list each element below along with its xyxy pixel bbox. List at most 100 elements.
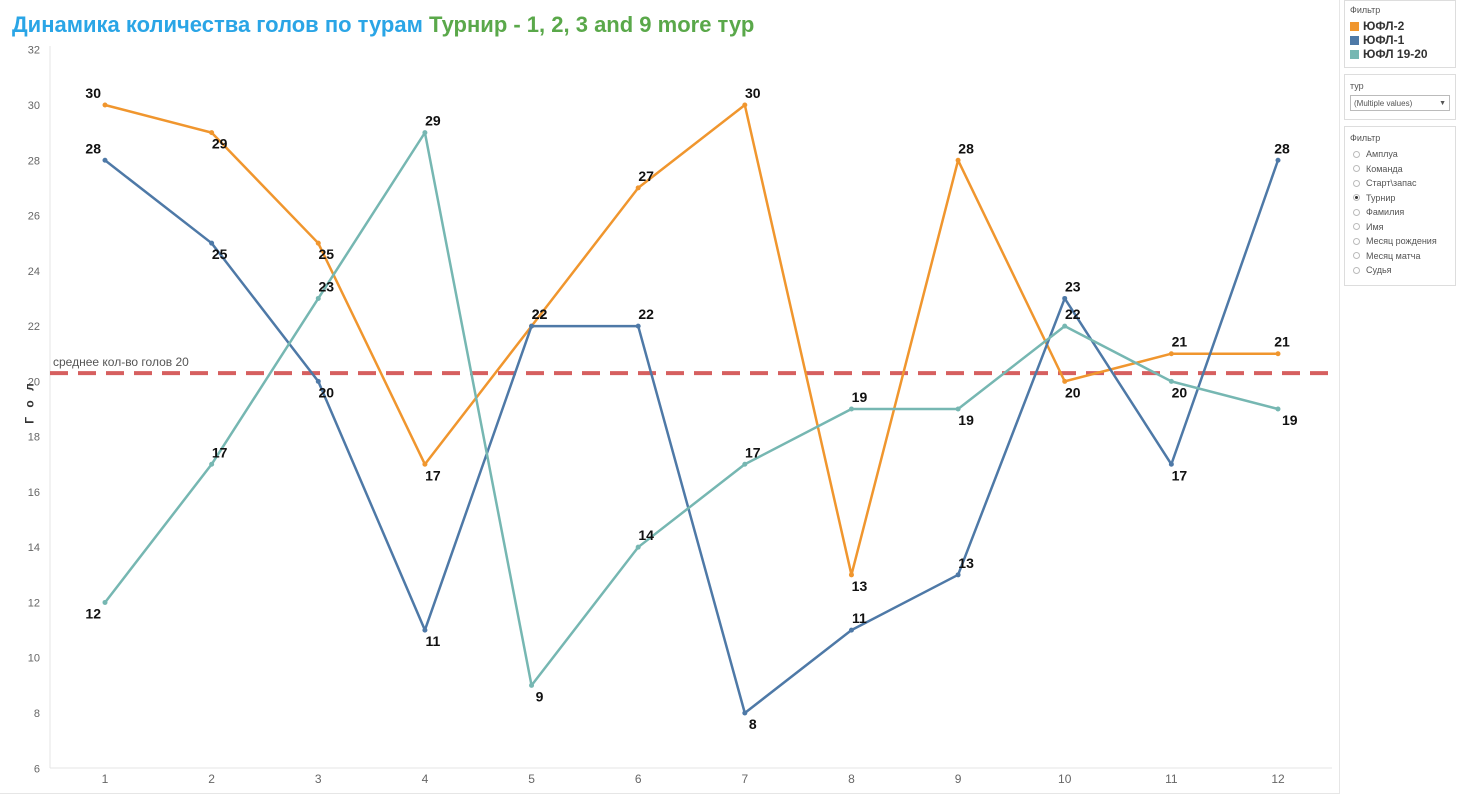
- data-label: 19: [1282, 412, 1298, 428]
- y-tick-label: 26: [28, 211, 40, 223]
- legend-items: ЮФЛ-2 ЮФЛ-1 ЮФЛ 19-20: [1350, 19, 1450, 61]
- param-filter-option[interactable]: Месяц рождения: [1350, 234, 1450, 249]
- y-tick-label: 28: [28, 155, 40, 167]
- param-filter-option[interactable]: Фамилия: [1350, 205, 1450, 220]
- tour-filter-select[interactable]: (Multiple values) ▼: [1350, 95, 1450, 111]
- x-tick-label: 10: [1058, 772, 1072, 786]
- data-label: 23: [1065, 278, 1081, 294]
- radio-button[interactable]: [1353, 150, 1360, 158]
- data-point: [422, 130, 428, 136]
- param-filter-option[interactable]: Старт\запас: [1350, 176, 1450, 191]
- data-label: 22: [1065, 306, 1081, 322]
- param-filter-card: Фильтр Амплуа Команда Старт\запас Турнир Фам…: [1344, 126, 1456, 286]
- legend-item[interactable]: ЮФЛ-1: [1350, 33, 1450, 47]
- data-label: 22: [532, 306, 548, 322]
- data-point: [1168, 378, 1174, 384]
- param-filter-option[interactable]: Месяц матча: [1350, 249, 1450, 264]
- legend-label: ЮФЛ 19-20: [1363, 47, 1428, 61]
- radio-button[interactable]: [1353, 165, 1360, 173]
- x-tick-label: 5: [528, 772, 535, 786]
- series-line: [104, 159, 1280, 715]
- data-label: 11: [852, 610, 867, 626]
- data-point: [102, 157, 108, 163]
- radio-button[interactable]: [1353, 208, 1360, 216]
- data-label: 25: [212, 246, 228, 262]
- data-label: 21: [1172, 334, 1188, 350]
- radio-button[interactable]: [1353, 179, 1360, 187]
- param-filter-option[interactable]: Команда: [1350, 162, 1450, 177]
- radio-button[interactable]: [1353, 237, 1360, 245]
- data-label: 17: [1172, 467, 1188, 483]
- data-label: 19: [852, 389, 868, 405]
- param-filter-option-label: Турнир: [1366, 192, 1396, 203]
- data-label: 20: [1065, 384, 1081, 400]
- y-tick-label: 12: [28, 597, 40, 609]
- radio-button[interactable]: [1353, 223, 1360, 231]
- param-filter-option-label: Месяц рождения: [1366, 236, 1437, 247]
- radio-button[interactable]: [1353, 266, 1360, 274]
- data-point: [102, 102, 108, 108]
- data-point: [422, 627, 428, 633]
- data-label: 20: [318, 384, 334, 400]
- x-tick-label: 11: [1165, 772, 1178, 786]
- data-point: [209, 240, 215, 246]
- data-point: [848, 406, 854, 412]
- data-point: [848, 572, 854, 578]
- x-tick-label: 8: [848, 772, 855, 786]
- radio-button[interactable]: [1353, 252, 1360, 260]
- data-point: [955, 157, 961, 163]
- y-tick-label: 30: [28, 100, 40, 112]
- data-point: [209, 461, 215, 467]
- data-point: [315, 240, 321, 246]
- series-line: [104, 103, 1278, 577]
- y-tick-label: 20: [28, 376, 40, 388]
- data-point: [955, 406, 961, 412]
- param-filter-options: Амплуа Команда Старт\запас Турнир Фамилия Имя…: [1350, 147, 1450, 278]
- data-point: [1062, 323, 1068, 329]
- data-point: [1062, 378, 1068, 384]
- data-label: 28: [958, 140, 974, 156]
- param-filter-option[interactable]: Амплуа: [1350, 147, 1450, 162]
- param-filter-option[interactable]: Турнир: [1350, 191, 1450, 206]
- param-filter-option[interactable]: Судья: [1350, 263, 1450, 278]
- legend-item[interactable]: ЮФЛ-2: [1350, 19, 1450, 33]
- legend-swatch: [1350, 49, 1359, 59]
- y-tick-label: 6: [34, 763, 40, 775]
- y-tick-label: 16: [28, 487, 40, 499]
- y-tick-label: 24: [28, 266, 40, 278]
- data-label: 28: [85, 140, 101, 156]
- x-tick-label: 2: [208, 772, 215, 786]
- legend-swatch: [1350, 35, 1359, 45]
- data-label: 9: [536, 688, 544, 704]
- legend-title: Фильтр: [1350, 5, 1381, 15]
- x-tick-label: 7: [741, 772, 748, 786]
- y-tick-label: 8: [34, 708, 40, 720]
- x-tick-label: 3: [315, 772, 322, 786]
- data-label: 30: [85, 85, 101, 101]
- param-filter-option-label: Амплуа: [1366, 149, 1398, 160]
- chart-panel: Динамика количества голов по турам Турни…: [0, 0, 1340, 794]
- data-point: [955, 572, 961, 578]
- data-label: 29: [425, 113, 441, 129]
- data-label: 27: [638, 168, 654, 184]
- data-point: [848, 627, 854, 633]
- data-label: 19: [958, 412, 974, 428]
- data-point: [1275, 406, 1281, 412]
- data-label: 29: [212, 136, 228, 152]
- data-label: 25: [318, 246, 334, 262]
- y-tick-label: 22: [28, 321, 40, 333]
- radio-button[interactable]: [1353, 194, 1360, 202]
- legend-item[interactable]: ЮФЛ 19-20: [1350, 47, 1450, 61]
- legend-card: Фильтр ЮФЛ-2 ЮФЛ-1 ЮФЛ 19-20: [1344, 0, 1456, 68]
- data-label: 13: [958, 555, 974, 571]
- param-filter-option-label: Фамилия: [1366, 207, 1405, 218]
- data-label: 21: [1274, 334, 1290, 350]
- param-filter-option[interactable]: Имя: [1350, 220, 1450, 235]
- data-point: [1168, 351, 1174, 357]
- y-tick-label: 10: [28, 653, 40, 665]
- chart-title: Динамика количества голов по турам Турни…: [12, 12, 754, 38]
- y-axis-title: Г о л: [22, 380, 37, 424]
- data-point: [422, 461, 428, 467]
- data-label: 17: [425, 467, 441, 483]
- data-point: [742, 710, 748, 716]
